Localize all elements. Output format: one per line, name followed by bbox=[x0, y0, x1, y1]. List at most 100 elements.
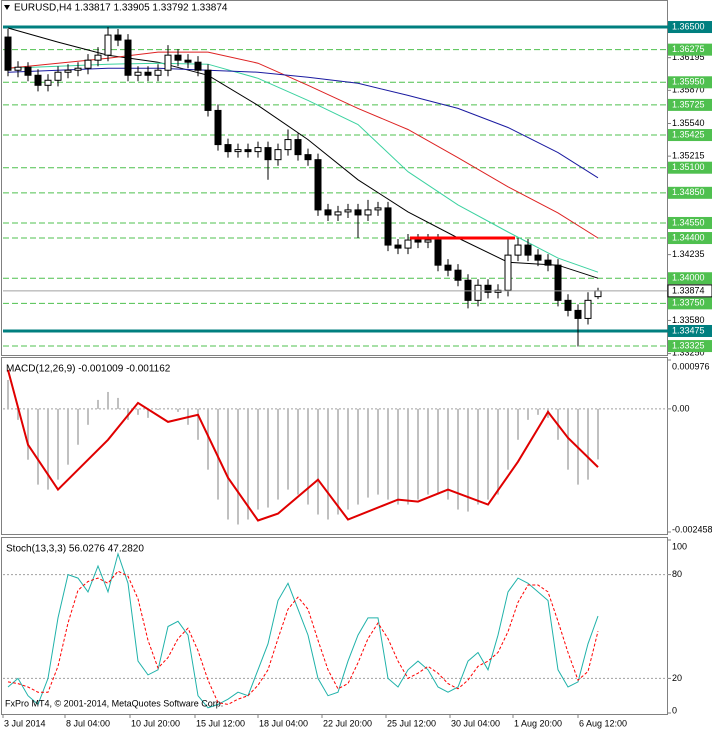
macd-bar bbox=[367, 408, 369, 498]
y-tick-label: 1.35870 bbox=[672, 85, 705, 95]
candle-body bbox=[174, 54, 182, 61]
candle-body bbox=[414, 239, 422, 243]
level-label: 1.35950 bbox=[672, 77, 705, 87]
candle-body bbox=[434, 239, 442, 266]
candle-body bbox=[364, 209, 372, 216]
macd-panel bbox=[1, 357, 668, 535]
macd-bar bbox=[277, 408, 279, 500]
macd-bar bbox=[327, 408, 329, 520]
y-tick-label: 0.00 bbox=[672, 403, 690, 413]
macd-bar bbox=[537, 408, 539, 415]
level-label: 1.33325 bbox=[672, 340, 705, 350]
candle-body bbox=[514, 244, 522, 256]
candle-body bbox=[104, 34, 112, 56]
menu-icon[interactable] bbox=[4, 5, 10, 10]
macd-bar bbox=[567, 408, 569, 470]
candle-body bbox=[114, 34, 122, 41]
candle-body bbox=[554, 264, 562, 301]
candle-body bbox=[594, 290, 602, 298]
macd-bar bbox=[497, 408, 499, 495]
macd-bar bbox=[147, 408, 149, 418]
macd-bar bbox=[247, 408, 249, 520]
stoch-line bbox=[7, 570, 599, 705]
macd-bar bbox=[587, 408, 589, 480]
y-tick-label: 80 bbox=[672, 569, 682, 579]
watermark: FxPro MT4, © 2001-2014, MetaQuotes Softw… bbox=[5, 698, 223, 708]
candle-body bbox=[584, 299, 592, 319]
moving-average bbox=[7, 67, 599, 179]
macd-bar bbox=[437, 408, 439, 495]
x-tick-label: 8 Jul 04:00 bbox=[66, 718, 110, 728]
candle-body bbox=[94, 54, 102, 61]
macd-bar bbox=[177, 408, 179, 412]
chart-title: EURUSD,H4 1.33817 1.33905 1.33792 1.3387… bbox=[14, 3, 228, 14]
x-tick-label: 15 Jul 12:00 bbox=[196, 718, 245, 728]
candle-body bbox=[524, 244, 532, 256]
x-tick-label: 22 Jul 20:00 bbox=[323, 718, 372, 728]
x-tick-label: 30 Jul 04:00 bbox=[451, 718, 500, 728]
level-tag bbox=[668, 98, 712, 111]
level-tag bbox=[668, 129, 712, 142]
level-label: 1.34550 bbox=[672, 217, 705, 227]
macd-bar bbox=[397, 408, 399, 505]
y-tick-label: 1.35540 bbox=[672, 118, 705, 128]
macd-bar bbox=[427, 408, 429, 495]
level-tag bbox=[668, 76, 712, 89]
candle-body bbox=[154, 69, 162, 76]
candle-body bbox=[384, 207, 392, 246]
candle-body bbox=[194, 61, 202, 71]
y-tick-label: -0.002458 bbox=[672, 524, 712, 534]
candle-body bbox=[374, 207, 382, 211]
macd-bar bbox=[317, 408, 319, 515]
macd-bar bbox=[447, 408, 449, 500]
level-label: 1.34850 bbox=[672, 187, 705, 197]
candle-body bbox=[474, 284, 482, 301]
price-panel bbox=[1, 0, 668, 356]
macd-bar bbox=[27, 408, 29, 460]
last-price-label: 1.33874 bbox=[672, 285, 705, 295]
y-tick-label: 100 bbox=[672, 541, 687, 551]
macd-bar bbox=[117, 397, 119, 409]
level-tag bbox=[668, 297, 712, 310]
macd-bar bbox=[17, 408, 19, 420]
macd-bar bbox=[227, 408, 229, 520]
level-label: 1.34400 bbox=[672, 232, 705, 242]
candle-body bbox=[454, 269, 462, 281]
level-label: 1.35100 bbox=[672, 162, 705, 172]
macd-bar bbox=[257, 408, 259, 510]
candle-body bbox=[344, 209, 352, 213]
major-level-label: 1.36500 bbox=[672, 21, 705, 31]
candle-body bbox=[284, 139, 292, 151]
candle-body bbox=[294, 139, 302, 156]
candle-body bbox=[44, 79, 52, 86]
level-tag bbox=[668, 186, 712, 199]
x-tick-label: 10 Jul 20:00 bbox=[131, 718, 180, 728]
candle-body bbox=[404, 239, 412, 249]
candle-body bbox=[254, 147, 262, 153]
macd-bar bbox=[407, 408, 409, 505]
panel-title: Stoch(13,3,3) 56.0276 47.2820 bbox=[6, 544, 144, 555]
stoch-panel bbox=[1, 537, 668, 715]
candle-body bbox=[274, 149, 282, 161]
macd-bar bbox=[527, 408, 529, 420]
candle-body bbox=[334, 211, 342, 216]
candle-body bbox=[234, 149, 242, 153]
candle-body bbox=[314, 159, 322, 211]
macd-bar bbox=[387, 408, 389, 500]
macd-bar bbox=[347, 408, 349, 510]
candle-body bbox=[134, 71, 142, 76]
macd-bar bbox=[37, 408, 39, 485]
candle-body bbox=[504, 254, 512, 291]
major-level-tag bbox=[668, 324, 712, 337]
macd-bar bbox=[507, 408, 509, 470]
level-label: 1.35425 bbox=[672, 129, 705, 139]
macd-bar bbox=[47, 408, 49, 490]
stoch-line bbox=[7, 552, 599, 709]
macd-signal bbox=[7, 369, 599, 522]
level-tag bbox=[668, 272, 712, 285]
x-tick-label: 25 Jul 12:00 bbox=[387, 718, 436, 728]
candle-body bbox=[164, 54, 172, 71]
candle-body bbox=[24, 66, 32, 76]
level-label: 1.35725 bbox=[672, 99, 705, 109]
